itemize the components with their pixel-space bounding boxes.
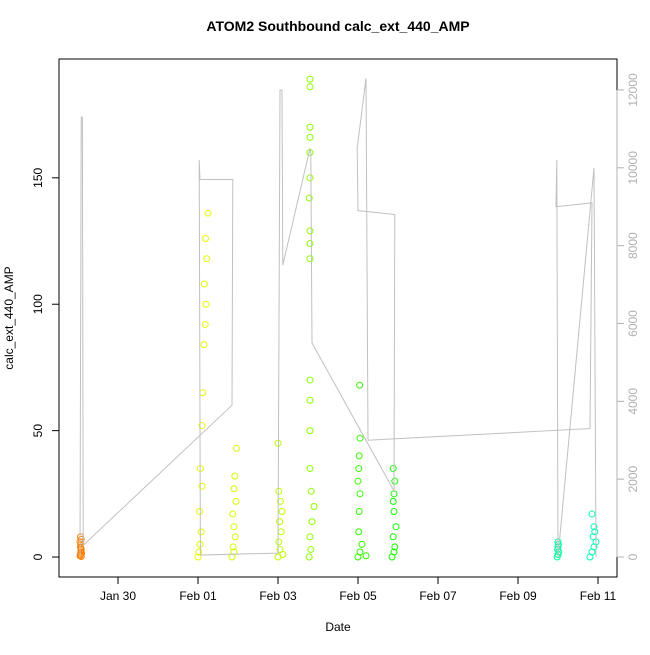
x-tick-label: Jan 30 — [100, 589, 136, 603]
y2-tick-label: 2000 — [626, 465, 640, 492]
scatter-point — [355, 452, 363, 460]
scatter-point — [306, 376, 314, 384]
scatter-point — [390, 548, 398, 556]
scatter-point — [590, 523, 598, 531]
scatter-point — [232, 497, 240, 505]
scatter-point — [358, 540, 366, 548]
scatter-point — [305, 553, 313, 561]
scatter-point — [196, 508, 204, 516]
scatter-point — [197, 528, 205, 536]
scatter-point — [202, 300, 210, 308]
scatter-point — [306, 174, 314, 182]
y2-tick-label: 4000 — [626, 388, 640, 415]
scatter-point — [355, 465, 363, 473]
scatter-point — [389, 533, 397, 541]
y-tick-label: 50 — [31, 424, 45, 438]
scatter-point — [362, 552, 370, 560]
scatter-point — [356, 434, 364, 442]
scatter-point — [200, 280, 208, 288]
scatter-point — [307, 487, 315, 495]
scatter-point — [392, 523, 400, 531]
y2-tick-label: 8000 — [626, 232, 640, 259]
y-tick-label: 100 — [31, 294, 45, 314]
x-axis-label: Date — [325, 620, 351, 634]
scatter-point — [276, 518, 284, 526]
scatter-point — [306, 255, 314, 263]
scatter-point — [390, 508, 398, 516]
plot-area — [76, 75, 600, 561]
scatter-point — [356, 381, 364, 389]
scatter-point — [77, 553, 85, 561]
scatter-point — [356, 490, 364, 498]
x-tick-label: Feb 09 — [499, 589, 537, 603]
scatter-point — [202, 234, 210, 242]
scatter-point — [198, 482, 206, 490]
y2-tick-label: 10000 — [626, 151, 640, 185]
scatter-point — [278, 508, 286, 516]
y-axis-label: calc_ext_440_AMP — [2, 266, 16, 369]
x-tick-label: Feb 07 — [419, 589, 457, 603]
scatter-point — [307, 545, 315, 553]
chart-title: ATOM2 Southbound calc_ext_440_AMP — [206, 18, 469, 34]
scatter-point — [391, 477, 399, 485]
y2-tick-label: 12000 — [626, 73, 640, 107]
scatter-point — [77, 548, 85, 556]
scatter-point — [229, 510, 237, 518]
scatter-point — [306, 396, 314, 404]
scatter-point — [391, 543, 399, 551]
scatter-point — [389, 497, 397, 505]
scatter-point — [230, 548, 238, 556]
scatter-point — [275, 538, 283, 546]
scatter-point — [306, 240, 314, 248]
scatter-point — [306, 133, 314, 141]
scatter-point — [306, 533, 314, 541]
scatter-point — [306, 427, 314, 435]
scatter-point — [200, 341, 208, 349]
scatter-point — [308, 518, 316, 526]
scatter-point — [279, 551, 287, 559]
scatter-point — [306, 75, 314, 83]
y2-tick-label: 6000 — [626, 310, 640, 337]
scatter-point — [306, 227, 314, 235]
scatter-point — [310, 502, 318, 510]
scatter-point — [306, 83, 314, 91]
scatter-point — [356, 548, 364, 556]
scatter-point — [78, 549, 86, 557]
scatter-point — [355, 528, 363, 536]
y-tick-label: 150 — [31, 167, 45, 187]
y2-tick-label: 0 — [626, 553, 640, 560]
scatter-point — [305, 194, 313, 202]
scatter-point — [355, 508, 363, 516]
scatter-point — [230, 523, 238, 531]
scatter-point — [198, 422, 206, 430]
line-series — [79, 78, 597, 558]
scatter-point — [588, 510, 596, 518]
scatter-point — [591, 528, 599, 536]
x-tick-label: Feb 11 — [580, 589, 617, 603]
scatter-point — [204, 209, 212, 217]
scatter-point — [354, 477, 362, 485]
x-tick-label: Feb 05 — [339, 589, 377, 603]
x-tick-label: Feb 03 — [259, 589, 297, 603]
x-tick-label: Feb 01 — [179, 589, 217, 603]
scatter-point — [194, 553, 202, 561]
scatter-point — [201, 320, 209, 328]
scatter-point — [230, 485, 238, 493]
scatter-point — [306, 465, 314, 473]
scatter-point — [232, 444, 240, 452]
scatter-point — [203, 255, 211, 263]
scatter-point — [77, 544, 85, 552]
scatter-point — [275, 487, 283, 495]
scatter-point — [229, 543, 237, 551]
y-tick-label: 0 — [31, 553, 45, 560]
scatter-point — [195, 548, 203, 556]
scatter-point — [231, 472, 239, 480]
scatter-point — [276, 497, 284, 505]
scatter-point — [389, 465, 397, 473]
scatter-point — [306, 123, 314, 131]
scatter-point — [231, 533, 239, 541]
